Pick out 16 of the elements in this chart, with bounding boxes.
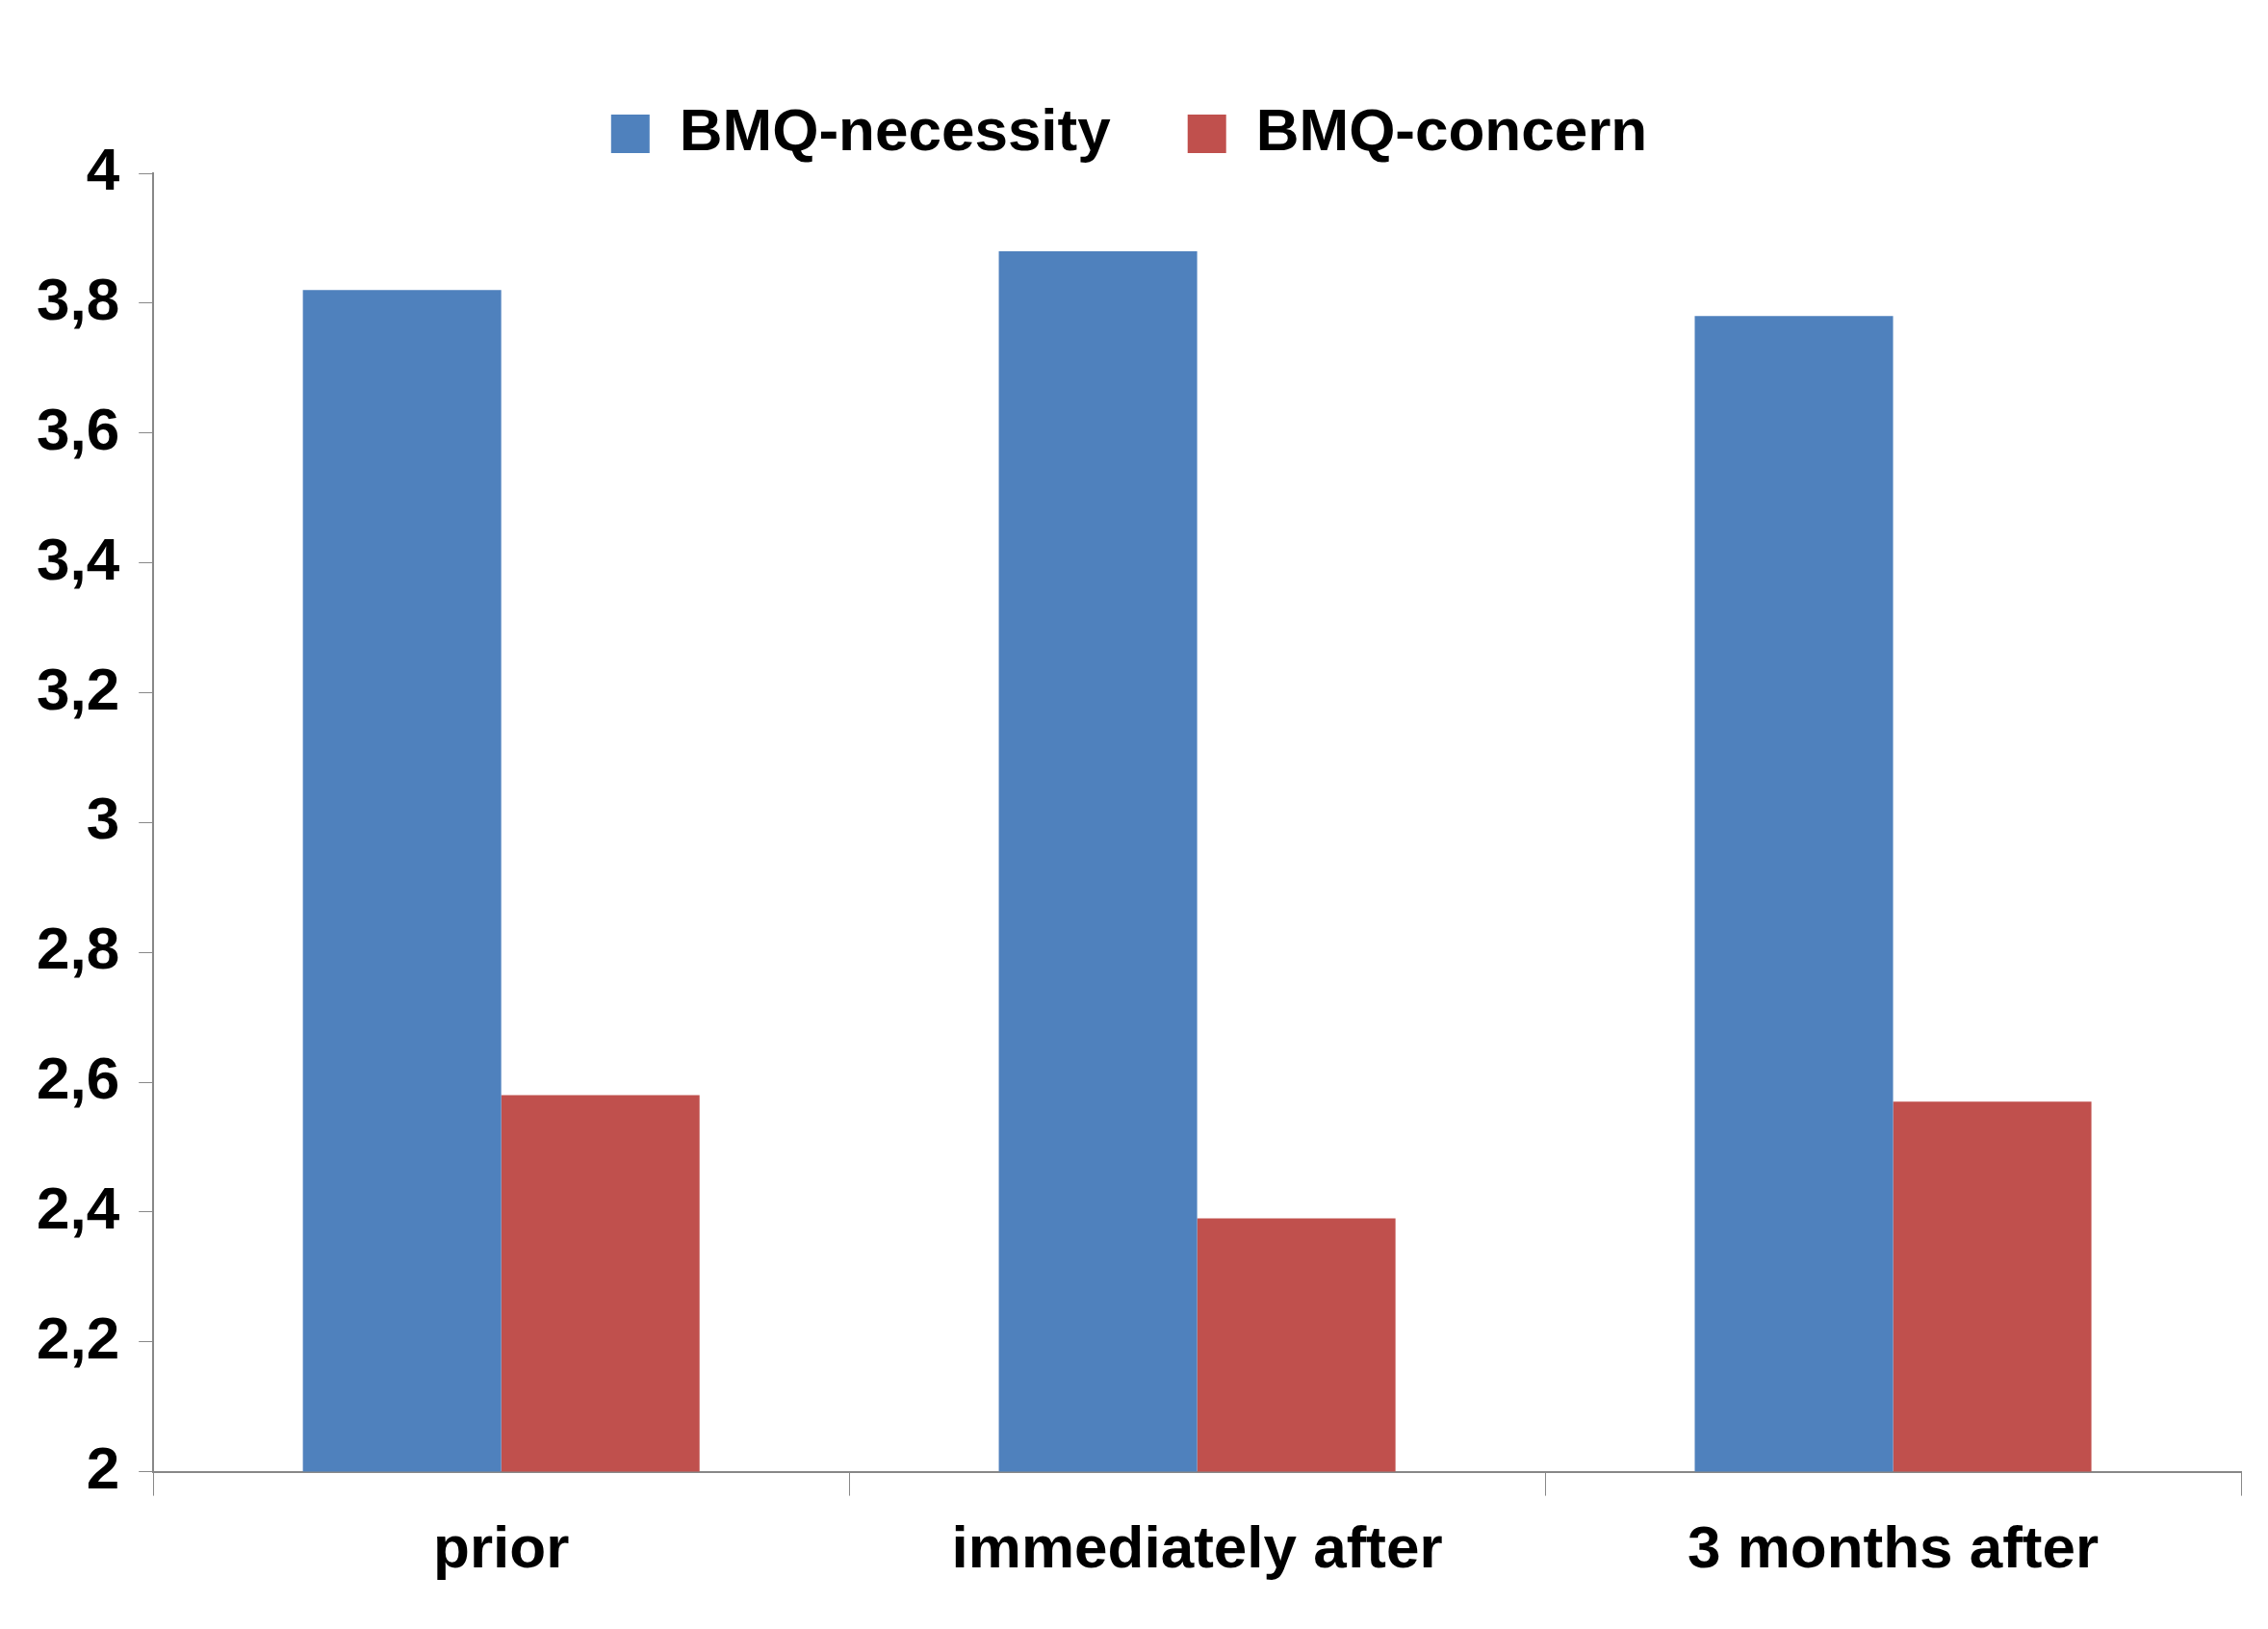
x-tick-label: 3 months after <box>1687 1513 2100 1580</box>
x-tick-label: prior <box>433 1513 570 1580</box>
y-tick-label: 3,8 <box>36 265 120 332</box>
y-tick-label: 3,2 <box>36 655 120 722</box>
y-tick-label: 2,2 <box>36 1304 120 1371</box>
y-tick-label: 2 <box>86 1434 120 1501</box>
x-tick-label: immediately after <box>951 1513 1443 1580</box>
y-tick-label: 4 <box>86 136 120 203</box>
y-tick-label: 3 <box>86 785 120 852</box>
y-tick-label: 2,8 <box>36 915 120 982</box>
y-tick-label: 2,4 <box>36 1174 120 1241</box>
legend-label: BMQ-necessity <box>679 96 1112 164</box>
y-tick-label: 2,6 <box>36 1045 120 1112</box>
legend-label: BMQ-concern <box>1255 96 1648 164</box>
y-tick-label: 3,6 <box>36 395 120 462</box>
y-tick-label: 3,4 <box>36 525 120 592</box>
